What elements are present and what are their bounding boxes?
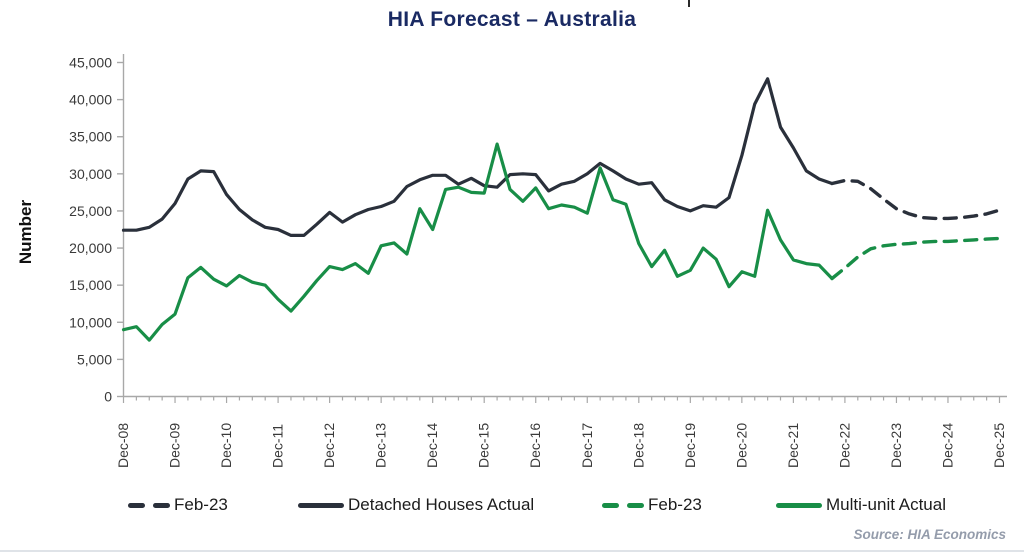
legend-item-multiunit-actual: Multi-unit Actual	[776, 492, 946, 518]
svg-text:Dec-21: Dec-21	[785, 423, 801, 468]
legend-marker-dashed-dark-icon	[128, 502, 170, 508]
legend-label: Multi-unit Actual	[826, 495, 946, 514]
svg-text:25,000: 25,000	[69, 203, 112, 219]
svg-text:Dec-12: Dec-12	[321, 423, 337, 468]
svg-text:Dec-18: Dec-18	[630, 423, 646, 468]
cursor-artifact	[688, 0, 690, 7]
legend-marker-solid-green-icon	[776, 502, 822, 508]
legend-item-multiunit-forecast: Feb-23	[602, 492, 702, 518]
legend-label: Feb-23	[648, 495, 702, 514]
svg-text:Dec-15: Dec-15	[476, 423, 492, 468]
svg-text:20,000: 20,000	[69, 240, 112, 256]
legend-marker-dashed-green-icon	[602, 502, 644, 508]
svg-text:Dec-08: Dec-08	[115, 423, 131, 468]
svg-text:35,000: 35,000	[69, 129, 112, 145]
svg-text:15,000: 15,000	[69, 277, 112, 293]
source-note: Source: HIA Economics	[853, 527, 1006, 542]
svg-text:Dec-11: Dec-11	[270, 424, 286, 468]
svg-text:Dec-10: Dec-10	[218, 423, 234, 468]
y-axis-title: Number	[16, 199, 35, 265]
svg-text:40,000: 40,000	[69, 92, 112, 108]
svg-text:45,000: 45,000	[69, 55, 112, 71]
svg-text:Dec-24: Dec-24	[939, 423, 955, 468]
svg-text:Dec-16: Dec-16	[527, 423, 543, 468]
svg-text:Dec-14: Dec-14	[424, 423, 440, 468]
svg-text:Dec-20: Dec-20	[733, 423, 749, 468]
svg-text:Dec-17: Dec-17	[579, 423, 595, 468]
svg-text:Dec-22: Dec-22	[836, 423, 852, 468]
svg-text:0: 0	[104, 389, 112, 405]
legend-item-detached-forecast: Feb-23	[128, 492, 228, 518]
svg-text:Dec-23: Dec-23	[888, 423, 904, 468]
legend-label: Detached Houses Actual	[348, 495, 535, 514]
svg-text:10,000: 10,000	[69, 314, 112, 330]
legend-item-detached-actual: Detached Houses Actual	[298, 492, 534, 518]
svg-text:5,000: 5,000	[77, 351, 112, 367]
svg-text:Dec-09: Dec-09	[167, 423, 183, 468]
svg-text:Dec-13: Dec-13	[373, 423, 389, 468]
chart-title: HIA Forecast – Australia	[387, 8, 637, 31]
svg-text:30,000: 30,000	[69, 166, 112, 182]
legend-marker-solid-dark-icon	[298, 502, 344, 508]
legend-label: Feb-23	[174, 495, 228, 514]
svg-text:Dec-19: Dec-19	[682, 423, 698, 468]
svg-text:Dec-25: Dec-25	[991, 423, 1007, 468]
